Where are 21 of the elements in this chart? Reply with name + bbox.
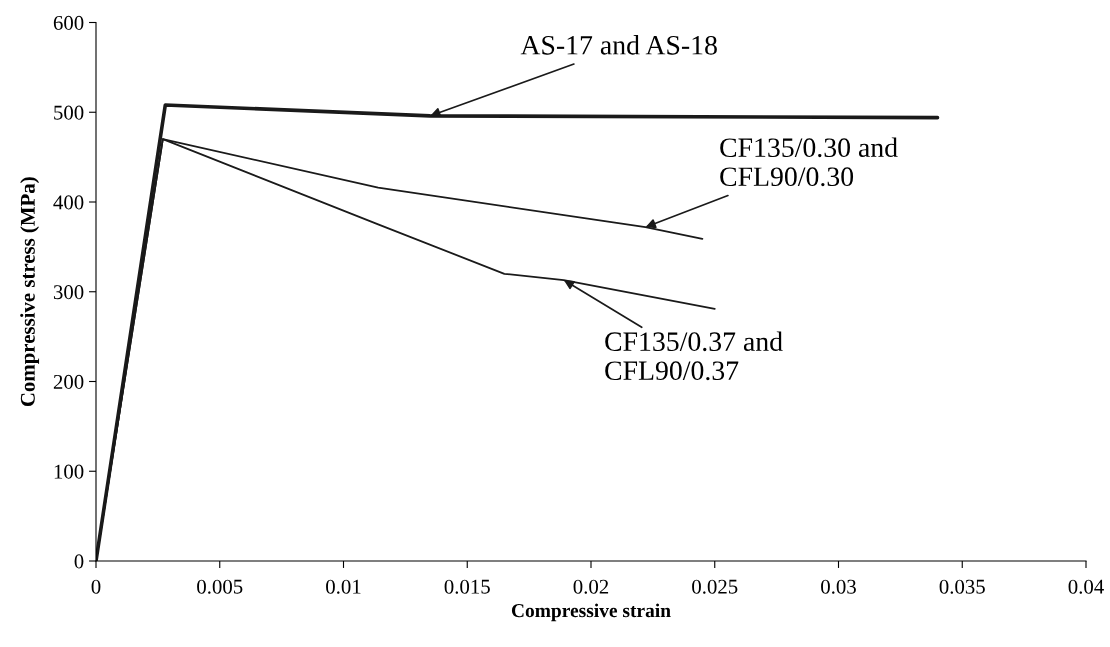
annotation: CF135/0.37 and CFL90/0.37 <box>605 331 783 381</box>
y-tick-label: 100 <box>54 464 84 479</box>
y-tick-label: 600 <box>53 15 84 30</box>
x-tick-label: 0.02 <box>573 579 609 594</box>
y-tick-label: 200 <box>53 374 84 389</box>
x-tick-label: 0 <box>91 579 101 594</box>
annotation: CF135/0.30 and CFL90/0.30 <box>720 137 898 187</box>
x-tick-label: 0.04 <box>1068 579 1104 594</box>
y-tick-label: 500 <box>54 105 84 120</box>
annotation: AS-17 and AS-18 <box>520 35 717 55</box>
y-axis-title: Compressive stress (MPa) <box>20 177 40 407</box>
y-tick-label: 400 <box>53 195 84 210</box>
x-tick-label: 0.03 <box>821 579 856 594</box>
x-tick-label: 0.015 <box>444 579 490 594</box>
x-tick-label: 0.025 <box>692 579 738 594</box>
y-tick-label: 300 <box>53 285 84 300</box>
x-axis-title: Compressive strain <box>511 603 671 622</box>
y-tick-label: 0 <box>74 554 84 569</box>
x-tick-label: 0.01 <box>326 579 361 594</box>
x-tick-label: 0.005 <box>197 579 243 594</box>
x-tick-label: 0.035 <box>939 579 985 594</box>
